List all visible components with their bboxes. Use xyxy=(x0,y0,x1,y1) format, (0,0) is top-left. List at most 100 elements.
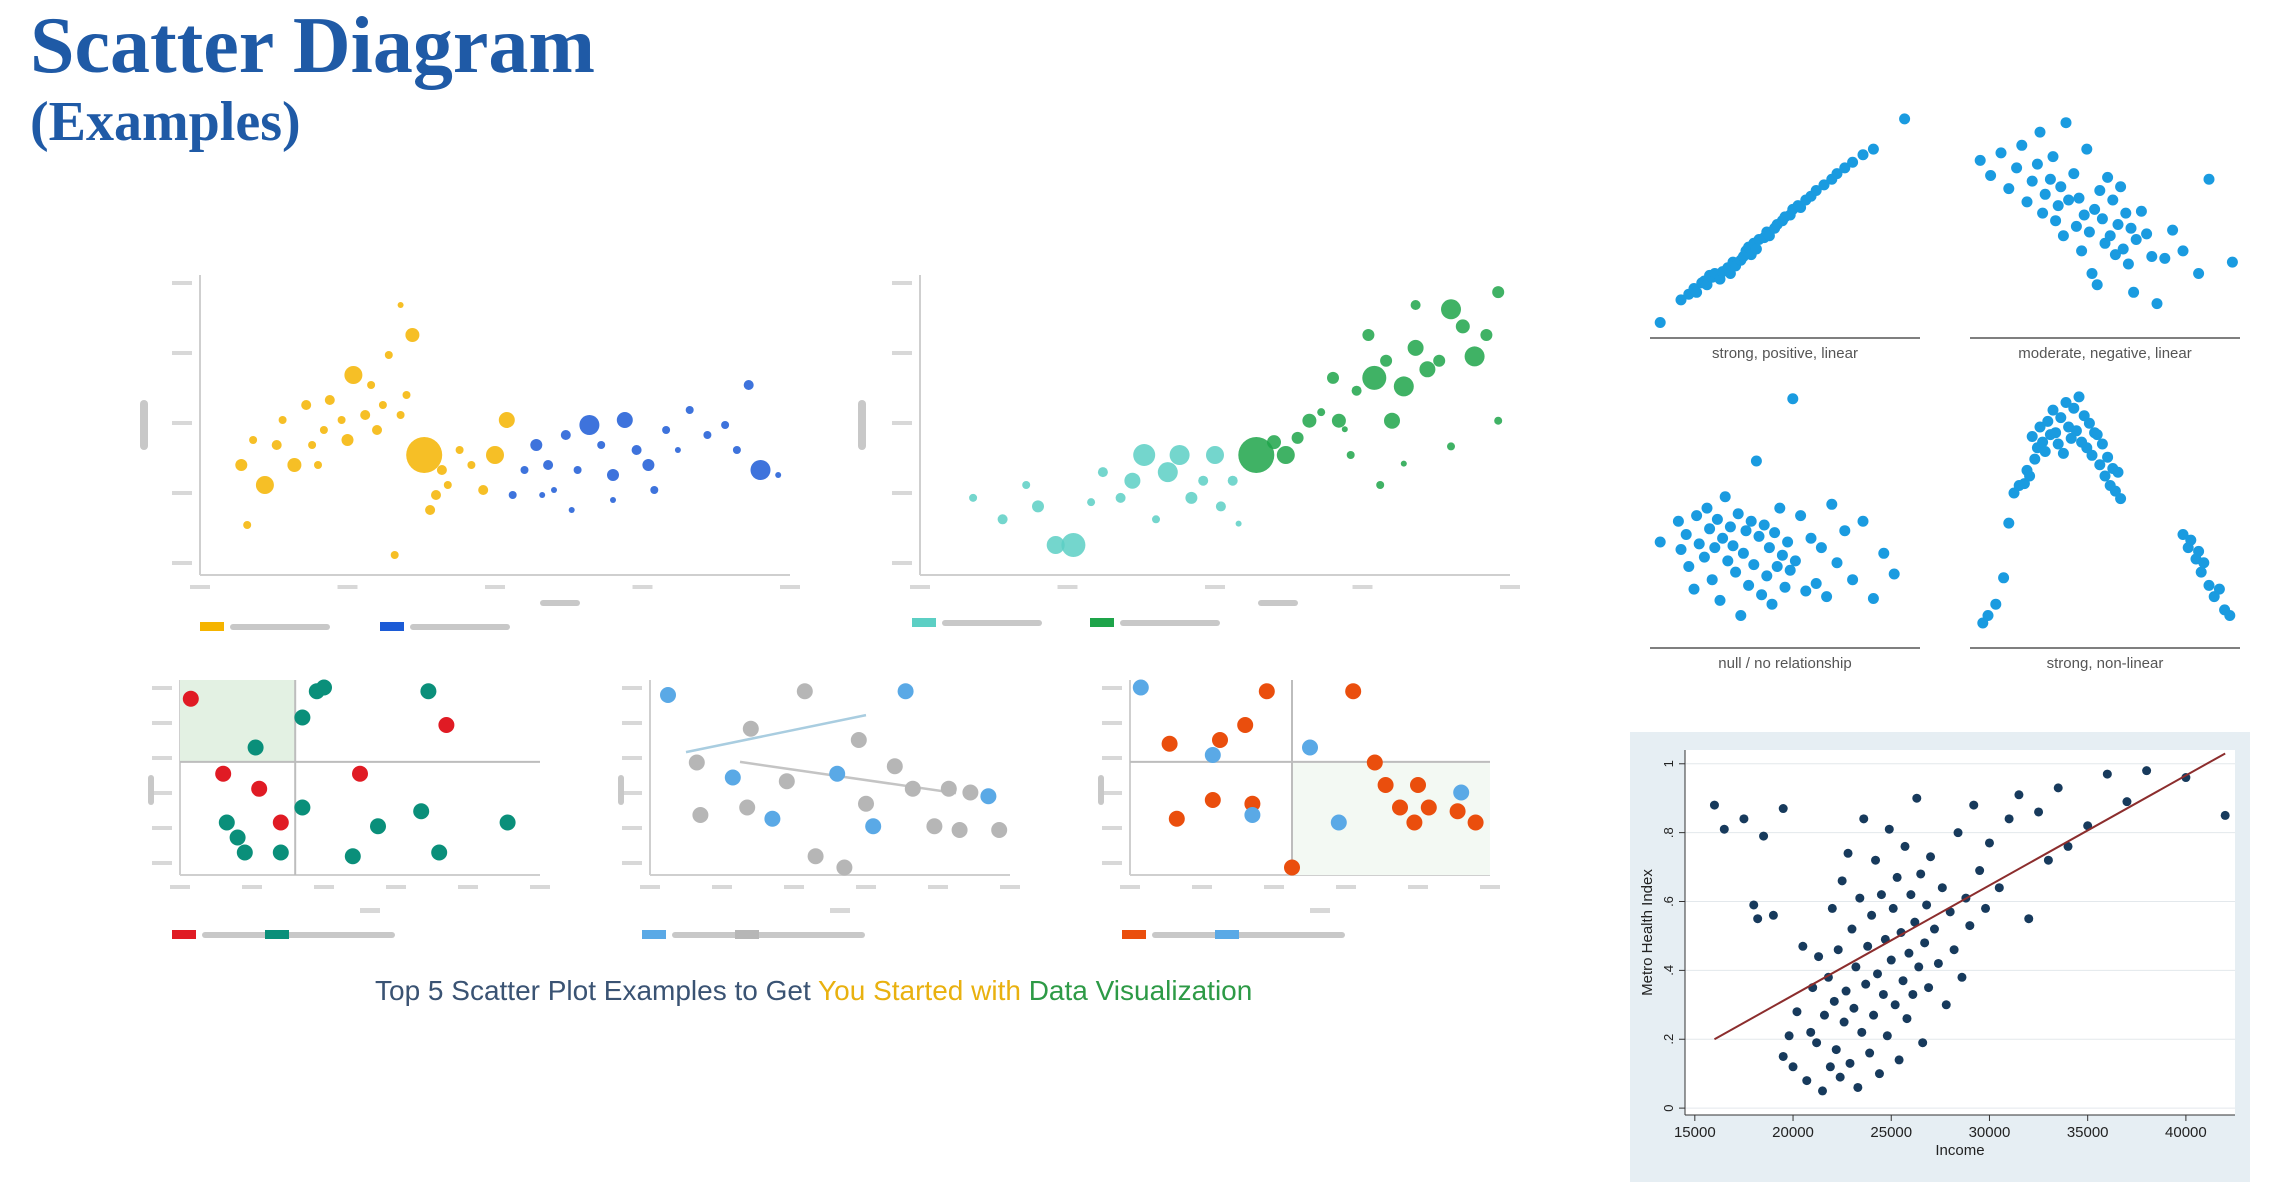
moderate-negative-linear-point xyxy=(2086,267,2098,279)
strong-positive-linear-point xyxy=(1847,156,1859,168)
bubble-yellow-blue-point-blue xyxy=(616,412,633,428)
strong-non-linear-point xyxy=(2024,470,2036,482)
quadrant-orange-blue-y-tick xyxy=(1102,721,1122,725)
bubble-yellow-blue-point-blue xyxy=(568,507,575,513)
strong-non-linear-point xyxy=(2099,470,2111,482)
bubble-yellow-blue-point-yellow xyxy=(324,395,335,405)
trend-lightblue-gray-point-gray xyxy=(807,848,824,865)
bubble-teal-green-point-teal xyxy=(1022,481,1031,489)
quadrant-orange-blue-point-light_blue xyxy=(1330,814,1347,831)
strong-non-linear-point xyxy=(2042,415,2054,427)
strong-non-linear-point xyxy=(2055,412,2067,424)
strong-non-linear-point xyxy=(2029,453,2041,465)
income-health-svg: 0 .2 .4 .6 .8 1 15000 20000 25000 30000 35000 40000… xyxy=(1639,750,2235,1159)
income-point xyxy=(1902,1014,1912,1024)
quadrant-orange-blue-point-light_blue xyxy=(1244,807,1261,823)
income-point xyxy=(2053,783,2063,793)
strong-positive-linear-point xyxy=(1691,286,1703,298)
trend-lightblue-gray-point-gray xyxy=(836,859,853,876)
income-x-tick-label: 20000 xyxy=(1772,1124,1814,1141)
quadrant-orange-blue-point-light_blue xyxy=(1302,739,1318,756)
moderate-negative-linear-label: moderate, negative, linear xyxy=(2018,345,2191,362)
quadrant-orange-blue-point-orange xyxy=(1467,814,1484,831)
strong-positive-linear-point xyxy=(1810,185,1822,197)
null-no-relationship-point xyxy=(1776,549,1788,561)
quadrant-orange-blue-point-orange xyxy=(1237,717,1254,733)
income-point xyxy=(1898,976,1908,986)
strong-non-linear-point xyxy=(1990,598,2002,610)
bubble-chart-1-y-tick xyxy=(172,281,192,285)
strong-positive-linear-point xyxy=(1867,143,1879,155)
trend-lightblue-gray-point-gray xyxy=(962,784,979,801)
moderate-negative-linear-point xyxy=(2203,173,2215,185)
null-no-relationship-point xyxy=(1787,393,1799,405)
bubble-teal-green-point-teal xyxy=(1157,462,1178,483)
income-point xyxy=(2122,797,2132,807)
bubble-yellow-blue-point-yellow xyxy=(455,446,464,454)
bubble-teal-green-point-green xyxy=(1351,385,1362,396)
bubble-yellow-blue-point-blue xyxy=(650,486,659,494)
strong-non-linear-point xyxy=(2102,451,2114,463)
null-no-relationship-point xyxy=(1722,555,1734,567)
bubble-teal-green-point-teal xyxy=(1198,475,1209,486)
quadrant-orange-blue-point-orange xyxy=(1212,732,1228,748)
trend-lightblue-gray-point-gray xyxy=(850,732,867,748)
bubble-yellow-blue-point-yellow xyxy=(396,411,405,419)
moderate-negative-linear-point xyxy=(2151,298,2163,310)
examples-caption: Top 5 Scatter Plot Examples to Get You S… xyxy=(375,975,1252,1007)
moderate-negative-linear-point xyxy=(2141,228,2153,240)
bubble-teal-green-point-teal xyxy=(1227,475,1238,486)
bubble-teal-green-point-green xyxy=(1238,437,1275,473)
quadrant-orange-blue-light_blue-legend-label xyxy=(1245,932,1345,938)
moderate-negative-linear-point xyxy=(2011,162,2023,174)
strong-non-linear-point xyxy=(2091,429,2103,441)
income-point xyxy=(1857,1027,1867,1037)
null-no-relationship-point xyxy=(1779,581,1791,593)
moderate-negative-linear-point xyxy=(2107,194,2119,206)
quadrant-red-teal-highlight-quadrant xyxy=(180,680,296,762)
bubble-yellow-blue-point-yellow xyxy=(406,437,443,473)
bubble-teal-green-point-green xyxy=(1447,442,1455,451)
income-point xyxy=(1888,903,1898,913)
income-point xyxy=(1739,814,1749,824)
quadrant-orange-blue-point-orange xyxy=(1420,799,1437,816)
quadrant-orange-blue-x-tick xyxy=(1264,885,1284,889)
strong-positive-linear-point xyxy=(1857,149,1869,161)
quadrant-orange-blue-x-tick xyxy=(1336,885,1356,889)
bubble-teal-green-point-teal xyxy=(1124,472,1141,489)
strong-non-linear-point xyxy=(2073,391,2085,403)
bubble-chart-1-x-tick xyxy=(485,585,505,589)
income-x-tick-label: 40000 xyxy=(2165,1124,2207,1141)
quadrant-orange-blue-x-tick xyxy=(1480,885,1500,889)
income-point xyxy=(1814,952,1824,962)
bubble-teal-green-point-green xyxy=(1317,408,1326,417)
income-point xyxy=(1792,1007,1802,1017)
bubble-teal-green-point-teal xyxy=(1206,446,1224,464)
moderate-negative-linear-point xyxy=(2050,215,2062,227)
moderate-negative-linear-point xyxy=(2120,207,2132,219)
income-point xyxy=(1981,903,1991,913)
bubble-yellow-blue-point-yellow xyxy=(397,302,404,308)
income-x-axis-label: Income xyxy=(1935,1142,1984,1159)
income-health-chart: 0 .2 .4 .6 .8 1 15000 20000 25000 30000 35000 40000… xyxy=(1630,732,2250,1182)
bubble-chart-yellow-blue xyxy=(140,275,800,631)
null-no-relationship-point xyxy=(1698,551,1710,563)
strong-non-linear-point xyxy=(2003,517,2015,529)
bubble-teal-green-point-green xyxy=(1393,376,1414,397)
quadrant-red-teal-chart xyxy=(148,679,550,939)
bubble-yellow-blue-point-blue xyxy=(775,472,782,478)
bubble-yellow-blue-point-yellow xyxy=(360,410,371,420)
null-no-relationship-point xyxy=(1675,544,1687,556)
bubble-yellow-blue-point-yellow xyxy=(443,481,452,489)
income-point xyxy=(1914,962,1924,972)
quadrant-orange-blue-y-tick xyxy=(1102,861,1122,865)
bubble-yellow-blue-point-yellow xyxy=(308,441,317,449)
strong-non-linear-point xyxy=(2112,466,2124,478)
trend-lightblue-gray-gray-legend-swatch xyxy=(735,930,759,939)
strong-non-linear-point xyxy=(2047,404,2059,416)
bubble-yellow-blue-point-blue xyxy=(573,466,582,474)
quadrant-orange-blue-point-light_blue xyxy=(1132,679,1149,696)
null-no-relationship-point xyxy=(1709,542,1721,554)
trend-lightblue-gray-point-gray xyxy=(926,818,943,835)
bubble-yellow-blue-point-yellow xyxy=(384,351,393,359)
